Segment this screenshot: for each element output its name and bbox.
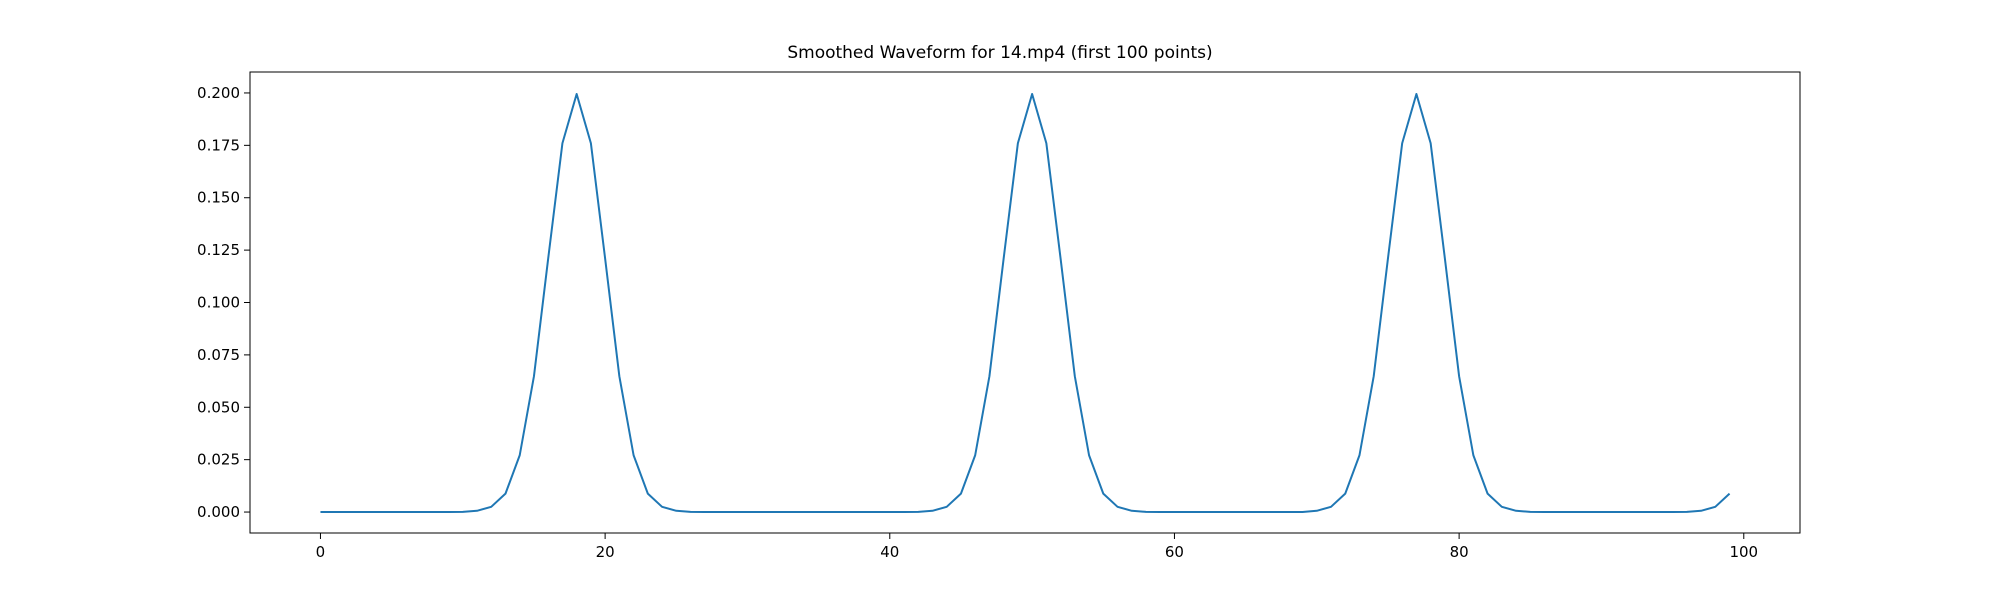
- x-tick-label: 40: [880, 543, 899, 561]
- y-tick-label: 0.000: [197, 503, 240, 521]
- y-tick-label: 0.150: [197, 189, 240, 207]
- x-tick-label: 100: [1729, 543, 1758, 561]
- y-tick-label: 0.100: [197, 294, 240, 312]
- x-tick-label: 80: [1450, 543, 1469, 561]
- axes-frame: [249, 71, 1801, 534]
- y-tick-label: 0.200: [197, 84, 240, 102]
- x-tick-label: 60: [1165, 543, 1184, 561]
- y-tick-label: 0.050: [197, 398, 240, 416]
- y-tick-label: 0.075: [197, 346, 240, 364]
- y-tick-label: 0.175: [197, 136, 240, 154]
- chart-title: Smoothed Waveform for 14.mp4 (first 100 …: [787, 43, 1212, 63]
- y-tick-label: 0.125: [197, 241, 240, 259]
- x-tick-label: 0: [316, 543, 326, 561]
- x-tick-label: 20: [596, 543, 615, 561]
- plot-area: 0 20 40 60 80 100 0.000 0.025 0.050 0.075 0.100 0.1…: [197, 71, 1801, 561]
- y-tick-label: 0.025: [197, 451, 240, 469]
- series-line-0: [320, 93, 1731, 514]
